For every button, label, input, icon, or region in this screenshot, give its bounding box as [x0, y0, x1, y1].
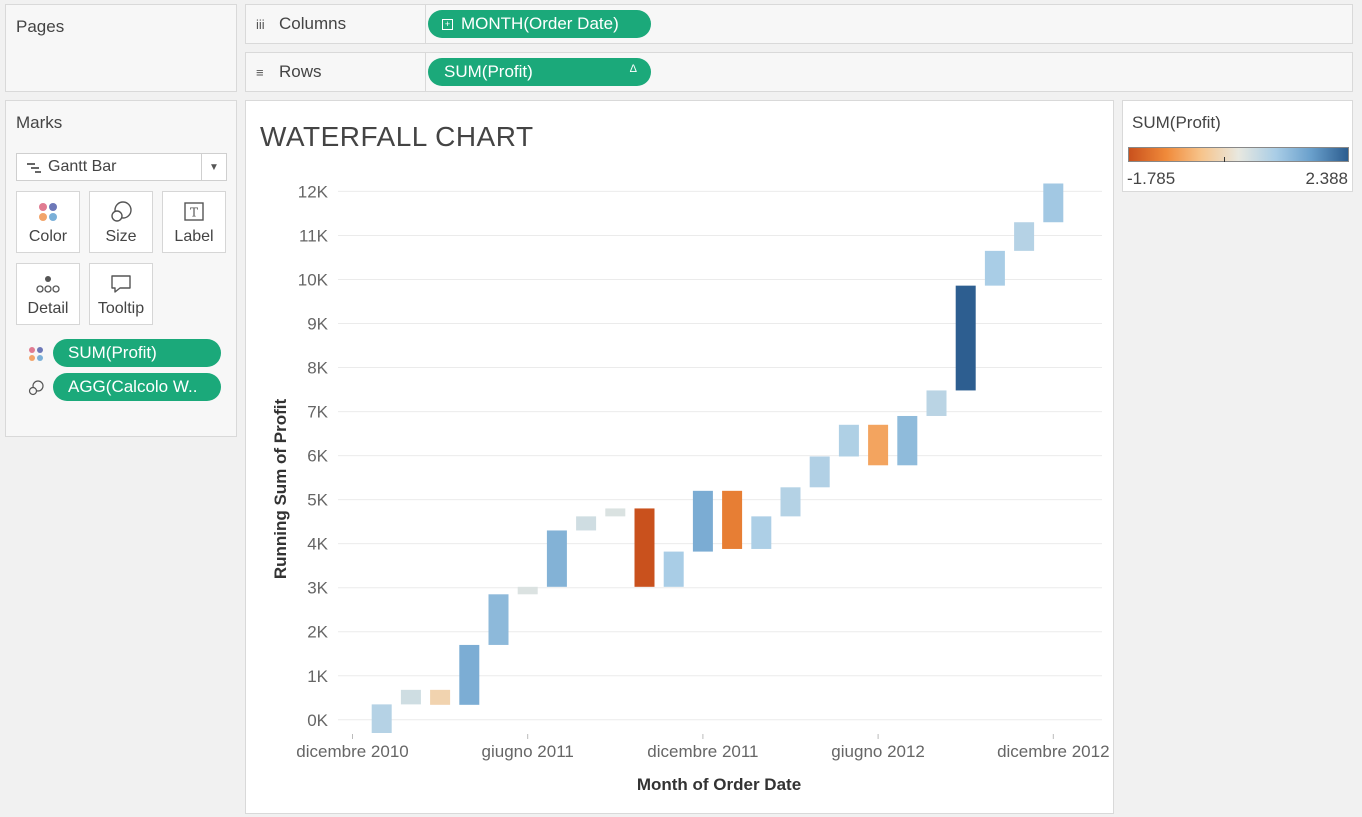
detail-dots-icon: [17, 270, 79, 298]
y-tick-label: 7K: [307, 403, 328, 422]
legend-gradient-bar[interactable]: [1128, 147, 1349, 162]
waterfall-bar: [430, 689, 451, 705]
columns-shelf-label: iii Columns: [246, 5, 426, 43]
waterfall-bar: [897, 415, 918, 466]
gantt-bar-icon: [27, 161, 43, 173]
x-tick-label: dicembre 2011: [647, 742, 758, 761]
tooltip-button-label: Tooltip: [97, 300, 145, 317]
waterfall-bar: [517, 586, 538, 595]
delta-icon: Δ: [629, 63, 637, 75]
marks-title: Marks: [16, 113, 63, 132]
waterfall-bar: [663, 551, 684, 587]
x-tick-label: giugno 2012: [831, 742, 925, 761]
label-button[interactable]: T Label: [162, 191, 226, 253]
waterfall-bar: [780, 487, 801, 517]
color-dots-icon: [17, 198, 79, 226]
marks-pill-agg-calcolo-label: AGG(Calcolo W..: [68, 377, 198, 396]
y-tick-label: 11K: [299, 226, 329, 245]
detail-button[interactable]: Detail: [16, 263, 80, 325]
legend-title: SUM(Profit): [1132, 113, 1221, 132]
y-tick-label: 5K: [307, 491, 328, 510]
size-circles-icon: [28, 380, 44, 396]
waterfall-bar: [868, 424, 889, 466]
rows-icon: ≡: [256, 64, 264, 80]
mark-type-label: Gantt Bar: [48, 158, 117, 175]
rows-shelf[interactable]: ≡ Rows SUM(Profit) Δ: [245, 52, 1353, 92]
columns-pill-month-order-date[interactable]: + MONTH(Order Date): [428, 10, 651, 38]
rows-label: Rows: [279, 62, 322, 81]
color-button[interactable]: Color: [16, 191, 80, 253]
size-button-label: Size: [105, 228, 137, 245]
rows-shelf-label: ≡ Rows: [246, 53, 426, 91]
waterfall-bar: [546, 530, 567, 587]
waterfall-bar: [984, 250, 1005, 286]
detail-button-label: Detail: [27, 300, 69, 317]
svg-text:T: T: [190, 206, 198, 220]
y-tick-label: 4K: [307, 535, 328, 554]
pages-title: Pages: [16, 17, 65, 36]
marks-card[interactable]: Marks Gantt Bar ▼ Color Size T Label Det…: [5, 100, 237, 437]
chart-panel[interactable]: WATERFALL CHART 0K 1K 2K 3K 4K 5K 6K 7K 8K 9K 10K 1…: [245, 100, 1114, 814]
columns-pill-label: MONTH(Order Date): [461, 14, 619, 33]
color-button-label: Color: [28, 228, 68, 245]
columns-shelf[interactable]: iii Columns + MONTH(Order Date): [245, 4, 1353, 44]
waterfall-bar: [605, 508, 626, 517]
y-axis-title: Running Sum of Profit: [271, 398, 290, 579]
waterfall-bar: [751, 516, 772, 549]
waterfall-bar: [955, 285, 976, 391]
y-tick-label: 12K: [298, 182, 329, 201]
y-tick-label: 10K: [298, 270, 329, 289]
marks-pill-sum-profit[interactable]: SUM(Profit): [53, 339, 221, 367]
waterfall-bar: [1043, 183, 1064, 223]
waterfall-bar: [459, 644, 480, 705]
waterfall-bar: [809, 456, 830, 488]
y-tick-label: 9K: [307, 315, 328, 334]
waterfall-bar: [722, 490, 743, 549]
y-tick-label: 3K: [307, 579, 328, 598]
waterfall-bar: [371, 704, 392, 733]
expand-plus-icon[interactable]: +: [442, 18, 453, 30]
columns-label: Columns: [279, 14, 347, 33]
y-tick-label: 8K: [307, 359, 328, 378]
columns-icon: iii: [256, 16, 265, 32]
x-tick-label: dicembre 2012: [997, 742, 1109, 761]
legend-max-label: 2.388: [1305, 169, 1348, 188]
waterfall-bar: [488, 594, 509, 645]
chart-title: WATERFALL CHART: [260, 121, 534, 152]
legend-center-tick: [1224, 157, 1225, 162]
waterfall-bar: [576, 516, 597, 531]
marks-pill-agg-calcolo[interactable]: AGG(Calcolo W..: [53, 373, 221, 401]
text-label-icon: T: [163, 198, 225, 226]
tooltip-button[interactable]: Tooltip: [89, 263, 153, 325]
pages-panel[interactable]: Pages: [5, 4, 237, 92]
size-circles-icon: [90, 198, 152, 226]
label-button-label: Label: [174, 228, 214, 245]
waterfall-bar: [634, 508, 655, 587]
y-tick-label: 0K: [307, 711, 328, 730]
x-tick-label: dicembre 2010: [296, 742, 408, 761]
size-button[interactable]: Size: [89, 191, 153, 253]
waterfall-bar: [400, 689, 421, 705]
legend-min-label: -1.785: [1127, 169, 1176, 188]
y-tick-label: 1K: [307, 667, 328, 686]
color-dots-icon: [28, 346, 44, 362]
waterfall-chart[interactable]: 0K 1K 2K 3K 4K 5K 6K 7K 8K 9K 10K 11K 12K dicembre 20…: [246, 101, 1113, 813]
rows-pill-label: SUM(Profit): [444, 62, 533, 81]
chevron-down-icon[interactable]: ▼: [201, 154, 226, 180]
y-tick-label: 2K: [307, 623, 328, 642]
color-legend[interactable]: SUM(Profit) -1.785 2.388: [1122, 100, 1353, 192]
waterfall-bar: [692, 490, 713, 552]
x-axis-title: Month of Order Date: [637, 775, 801, 794]
marks-pill-sum-profit-label: SUM(Profit): [68, 343, 157, 362]
waterfall-bar: [926, 390, 947, 416]
mark-type-dropdown[interactable]: Gantt Bar ▼: [16, 153, 227, 181]
waterfall-bar: [1014, 222, 1035, 251]
waterfall-bar: [838, 424, 859, 457]
y-tick-label: 6K: [307, 447, 328, 466]
speech-bubble-icon: [90, 270, 152, 298]
rows-pill-sum-profit[interactable]: SUM(Profit) Δ: [428, 58, 651, 86]
x-tick-label: giugno 2011: [482, 742, 574, 761]
